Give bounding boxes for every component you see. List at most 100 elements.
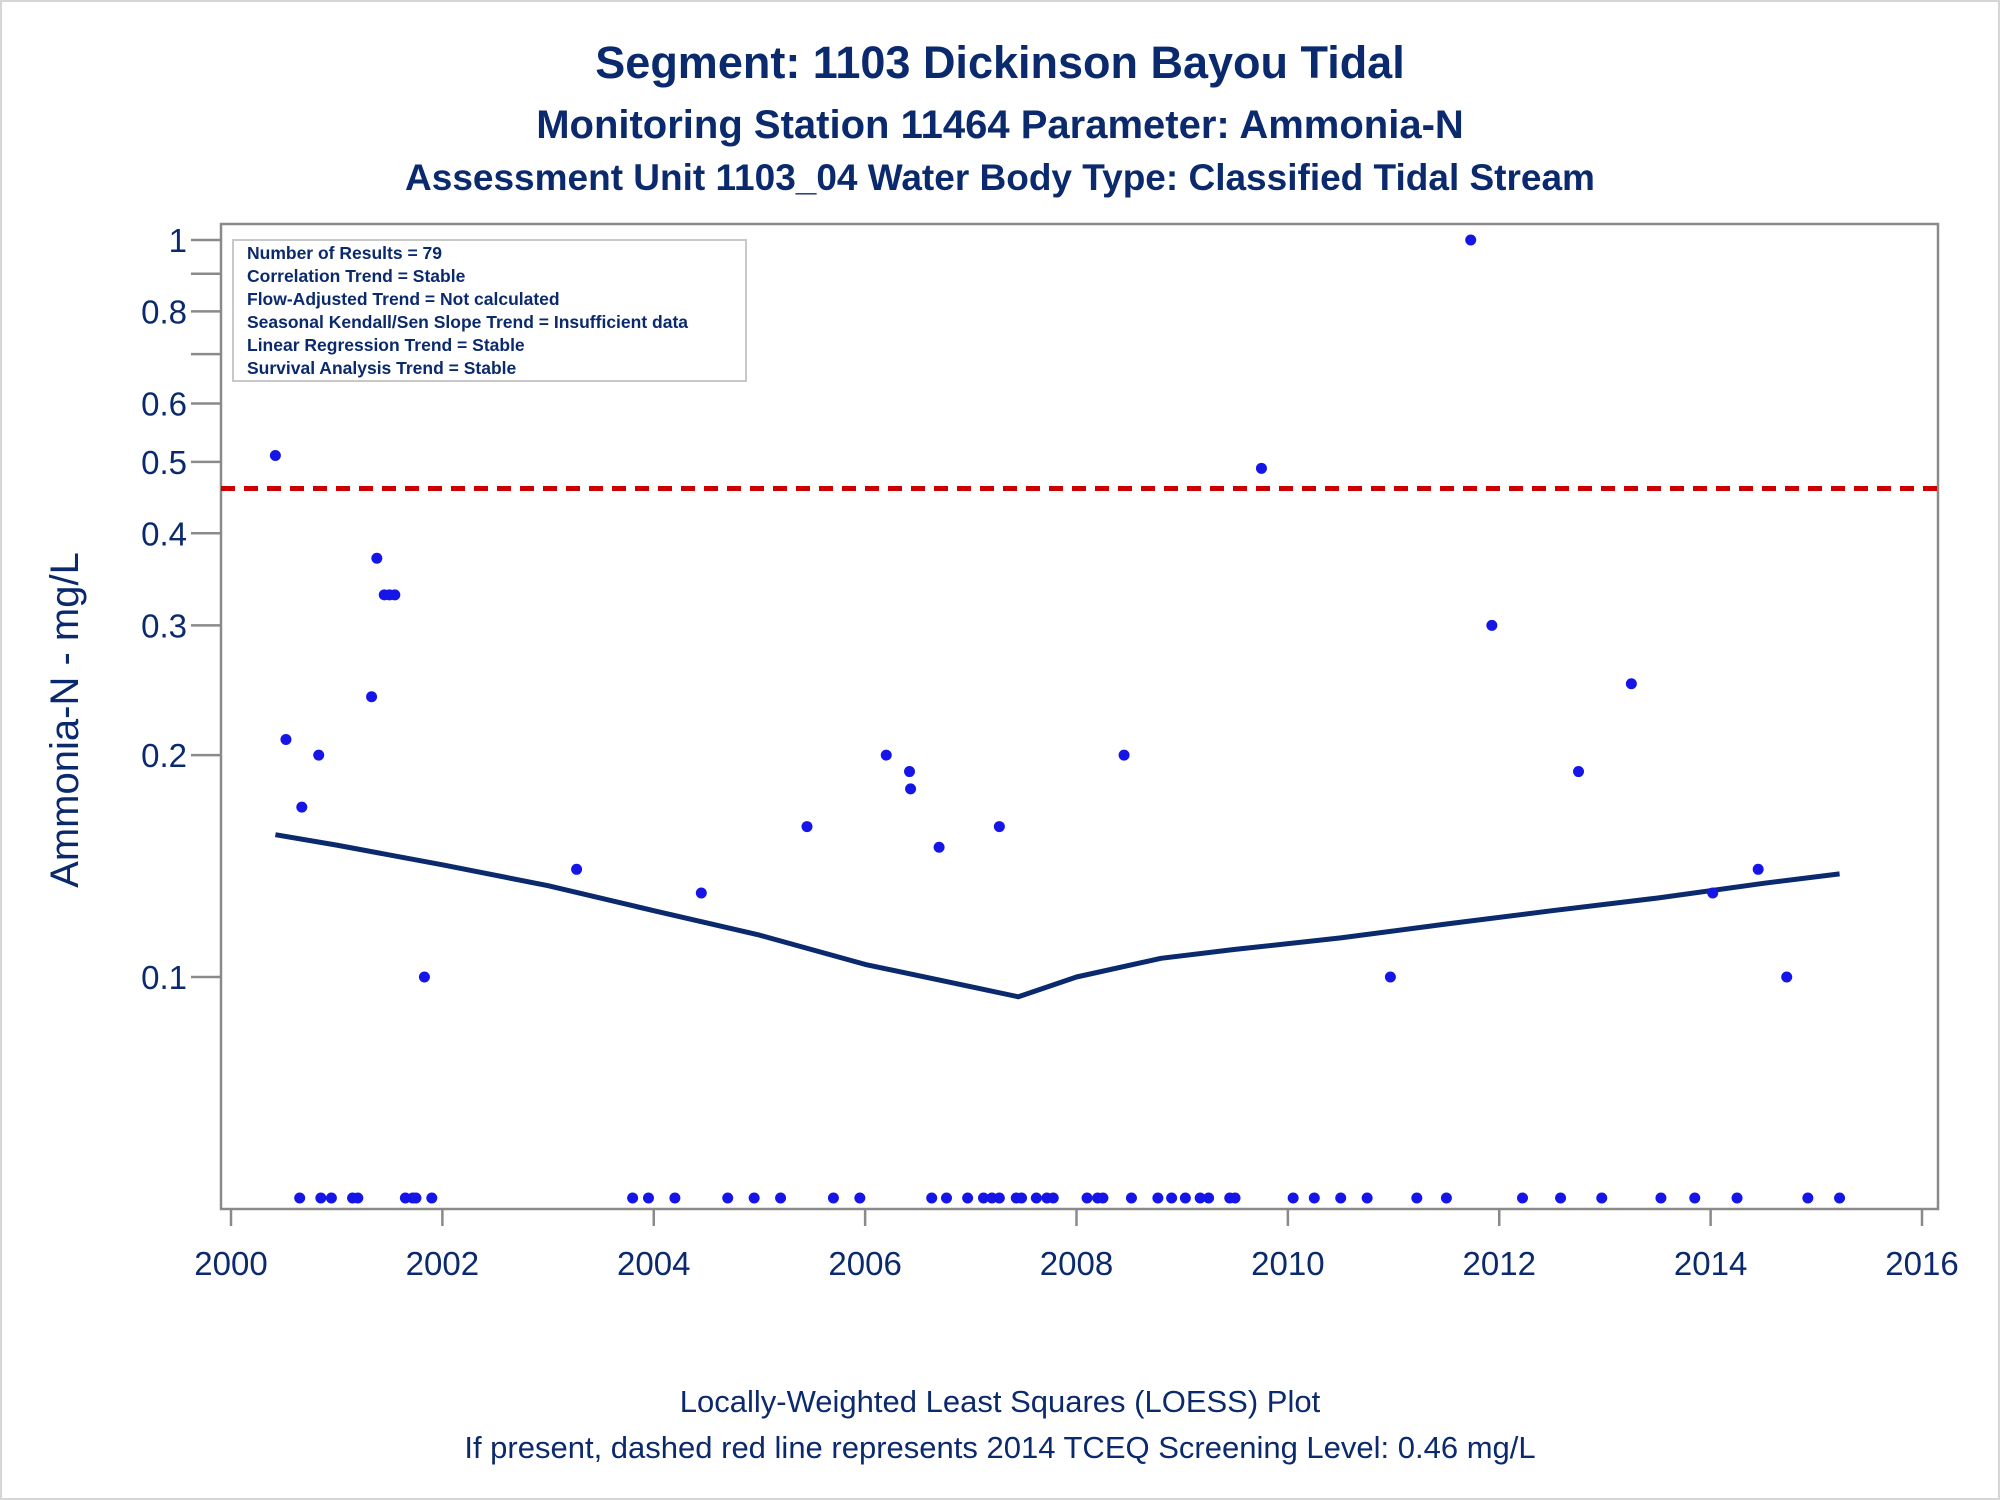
censored-data-point [1731,1192,1743,1204]
data-point [1707,887,1719,899]
x-tick-label: 2006 [828,1245,901,1282]
censored-data-point [1047,1192,1059,1204]
censored-data-point [325,1192,337,1204]
x-tick-label: 2014 [1674,1245,1747,1282]
data-point [1781,971,1793,983]
censored-data-point [1440,1192,1452,1204]
censored-data-point [1361,1192,1373,1204]
stats-line: Linear Regression Trend = Stable [247,335,525,355]
censored-data-point [1555,1192,1567,1204]
data-point [280,734,292,746]
data-point [389,589,401,601]
data-point [366,691,378,703]
y-tick-label: 0.3 [141,607,187,644]
data-point [418,971,430,983]
y-tick-label: 0.6 [141,386,187,423]
censored-data-point [1125,1192,1137,1204]
stats-line: Seasonal Kendall/Sen Slope Trend = Insuf… [247,312,688,332]
censored-data-point [775,1192,787,1204]
data-point [1752,863,1764,875]
censored-data-point [926,1192,938,1204]
censored-data-point [1335,1192,1347,1204]
y-tick-label: 1 [169,222,187,259]
censored-data-point [1152,1192,1164,1204]
censored-data-point [1834,1192,1846,1204]
data-point [1625,678,1637,690]
data-point [904,766,916,778]
censored-data-point [642,1192,654,1204]
data-point [1118,749,1130,761]
stats-line: Correlation Trend = Stable [247,266,466,286]
censored-data-point [722,1192,734,1204]
censored-data-point [748,1192,760,1204]
censored-data-point [352,1192,364,1204]
censored-data-point [1596,1192,1608,1204]
censored-data-point [1229,1192,1241,1204]
loess-curve [274,832,1840,1000]
data-point [1384,971,1396,983]
data-point [905,783,917,795]
data-point [801,821,813,833]
censored-data-point [1030,1192,1042,1204]
censored-data-point [294,1192,306,1204]
censored-data-point [1517,1192,1529,1204]
data-point [1573,766,1585,778]
y-axis: 1 0.8 0.6 0.5 0.4 0.3 0.2 0.1 [141,222,221,996]
footer-line-1: Locally-Weighted Least Squares (LOESS) P… [680,1384,1321,1419]
x-tick-label: 2000 [194,1245,267,1282]
data-point [269,450,281,462]
chart-subtitle-2: Assessment Unit 1103_04 Water Body Type:… [405,157,1595,198]
y-tick-label: 0.8 [141,293,187,330]
stats-line: Flow-Adjusted Trend = Not calculated [247,289,560,309]
data-point [695,887,707,899]
stats-box: Number of Results = 79 Correlation Trend… [232,239,747,382]
y-tick-label: 0.5 [141,444,187,481]
censored-data-point [1802,1192,1814,1204]
x-tick-label: 2016 [1885,1245,1958,1282]
censored-data-point [410,1192,422,1204]
data-point [880,749,892,761]
y-tick-label: 0.4 [141,515,187,552]
censored-data-point [1097,1192,1109,1204]
censored-data-point [669,1192,681,1204]
chart-title: Segment: 1103 Dickinson Bayou Tidal [595,37,1404,88]
data-point [1465,234,1477,246]
data-point [371,552,383,564]
censored-data-point [1411,1192,1423,1204]
chart-subtitle: Monitoring Station 11464 Parameter: Ammo… [536,103,1464,147]
censored-data-point [1179,1192,1191,1204]
censored-data-point [854,1192,866,1204]
data-point [933,841,945,853]
censored-data-point [1081,1192,1093,1204]
y-axis-title: Ammonia-N - mg/L [43,552,87,888]
data-points [269,234,1846,1204]
censored-data-point [1689,1192,1701,1204]
x-tick-label: 2004 [617,1245,690,1282]
censored-data-point [627,1192,639,1204]
censored-data-point [426,1192,438,1204]
data-point [993,821,1005,833]
data-point [1255,462,1267,474]
data-point [313,749,325,761]
data-point [296,801,308,813]
x-axis: 2000 2002 2004 2006 2008 2010 2012 2014 2016 [194,1209,1959,1282]
censored-data-point [993,1192,1005,1204]
y-tick-label: 0.1 [141,959,187,996]
data-point [571,863,583,875]
x-tick-label: 2002 [406,1245,479,1282]
footer-line-2: If present, dashed red line represents 2… [464,1430,1535,1465]
censored-data-point [315,1192,327,1204]
censored-data-point [1194,1192,1206,1204]
data-point [1486,619,1498,631]
censored-data-point [1308,1192,1320,1204]
censored-data-point [977,1192,989,1204]
plot-area [219,222,1940,1211]
censored-data-point [1203,1192,1215,1204]
x-tick-label: 2008 [1040,1245,1113,1282]
censored-data-point [1655,1192,1667,1204]
censored-data-point [962,1192,974,1204]
x-tick-label: 2012 [1463,1245,1536,1282]
censored-data-point [827,1192,839,1204]
